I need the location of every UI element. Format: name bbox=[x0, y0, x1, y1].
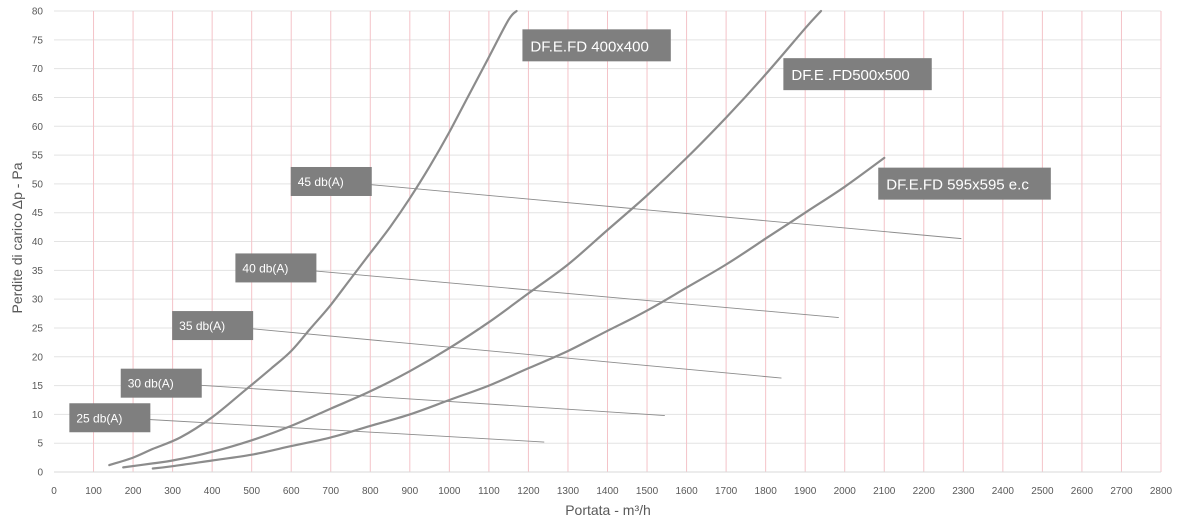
grid bbox=[54, 10, 1162, 473]
noise-lines: 25 db(A) 30 db(A) 35 db(A) 40 db(A) 45 db(A) bbox=[69, 166, 962, 443]
noise-label-box bbox=[120, 368, 202, 398]
noise-label: 40 db(A) bbox=[242, 261, 288, 275]
x-tick-label: 2000 bbox=[834, 486, 857, 497]
noise-line-1 bbox=[109, 416, 545, 443]
noise-line-4 bbox=[275, 266, 839, 319]
y-tick-label: 35 bbox=[32, 266, 44, 277]
x-tick-label: 1500 bbox=[636, 486, 659, 497]
x-tick-label: 2300 bbox=[952, 486, 975, 497]
x-tick-label: 1900 bbox=[794, 486, 817, 497]
x-tick-label: 2600 bbox=[1071, 486, 1094, 497]
x-tick-label: 2400 bbox=[992, 486, 1015, 497]
x-tick-label: 300 bbox=[164, 486, 181, 497]
x-tick-label: 2500 bbox=[1031, 486, 1054, 497]
noise-label-box bbox=[235, 253, 317, 283]
x-tick-label: 1300 bbox=[557, 486, 580, 497]
noise-label-box bbox=[69, 403, 151, 433]
noise-label: 25 db(A) bbox=[76, 411, 122, 425]
series-curve-1 bbox=[108, 9, 518, 467]
x-tick-label: 600 bbox=[283, 486, 300, 497]
x-tick-label: 400 bbox=[204, 486, 221, 497]
series-labels: DF.E.FD 400x400 DF.E .FD500x500 DF.E.FD 59… bbox=[522, 29, 1051, 200]
x-tick-label: 2200 bbox=[913, 486, 936, 497]
y-tick-label: 5 bbox=[37, 439, 43, 450]
series-curve-3 bbox=[151, 156, 886, 470]
y-tick-label: 45 bbox=[32, 208, 44, 219]
x-tick-label: 1800 bbox=[755, 486, 778, 497]
y-tick-label: 25 bbox=[32, 323, 44, 334]
x-tick-label: 1700 bbox=[715, 486, 738, 497]
x-tick-label: 800 bbox=[362, 486, 379, 497]
y-axis-title: Perdite di carico Δp - Pa bbox=[9, 162, 25, 313]
x-tick-label: 700 bbox=[322, 486, 339, 497]
series-label: DF.E.FD 595x595 e.c bbox=[886, 177, 1029, 194]
y-tick-label: 75 bbox=[32, 35, 44, 46]
series-label-box bbox=[522, 29, 671, 62]
y-tick-label: 10 bbox=[32, 410, 44, 421]
series-curve-2 bbox=[122, 9, 823, 469]
x-tick-label: 2100 bbox=[873, 486, 896, 497]
noise-label-box bbox=[172, 311, 254, 341]
x-tick-label: 100 bbox=[85, 486, 102, 497]
x-tick-label: 500 bbox=[243, 486, 260, 497]
noise-label: 35 db(A) bbox=[179, 319, 225, 333]
y-tick-label: 60 bbox=[32, 122, 44, 133]
noise-line-5 bbox=[330, 180, 962, 240]
series-label: DF.E.FD 400x400 bbox=[530, 38, 648, 55]
noise-label: 30 db(A) bbox=[128, 377, 174, 391]
y-tick-label: 20 bbox=[32, 352, 44, 363]
x-tick-label: 2700 bbox=[1110, 486, 1133, 497]
x-tick-label: 1200 bbox=[517, 486, 540, 497]
y-tick-label: 0 bbox=[37, 468, 43, 479]
x-axis-ticks: 0 100 200 300 400 500 600 700 800 900 1000 1100 1200… bbox=[51, 486, 1172, 497]
noise-line-3 bbox=[212, 324, 782, 379]
series-label-box bbox=[783, 58, 932, 91]
y-tick-label: 50 bbox=[32, 179, 44, 190]
series-curves bbox=[108, 9, 886, 470]
y-tick-label: 70 bbox=[32, 64, 44, 75]
x-axis-title: Portata - m³/h bbox=[565, 502, 651, 518]
y-axis-ticks: 0 5 10 15 20 25 30 35 40 45 50 55 60 65 70 75 80 bbox=[32, 7, 44, 479]
y-tick-label: 30 bbox=[32, 295, 44, 306]
noise-label-box bbox=[290, 166, 372, 196]
y-tick-label: 65 bbox=[32, 93, 44, 104]
x-tick-label: 0 bbox=[51, 486, 57, 497]
x-tick-label: 2800 bbox=[1150, 486, 1173, 497]
noise-line-2 bbox=[160, 382, 665, 416]
x-tick-label: 900 bbox=[401, 486, 418, 497]
x-tick-label: 1000 bbox=[438, 486, 461, 497]
y-tick-label: 40 bbox=[32, 237, 44, 248]
y-tick-label: 15 bbox=[32, 381, 44, 392]
x-tick-label: 1600 bbox=[675, 486, 698, 497]
y-tick-label: 80 bbox=[32, 7, 44, 18]
y-tick-label: 55 bbox=[32, 151, 44, 162]
x-tick-label: 1100 bbox=[478, 486, 500, 497]
x-tick-label: 1400 bbox=[596, 486, 619, 497]
noise-label: 45 db(A) bbox=[298, 175, 344, 189]
series-label: DF.E .FD500x500 bbox=[791, 67, 909, 84]
series-label-box bbox=[878, 167, 1051, 200]
x-tick-label: 200 bbox=[125, 486, 142, 497]
